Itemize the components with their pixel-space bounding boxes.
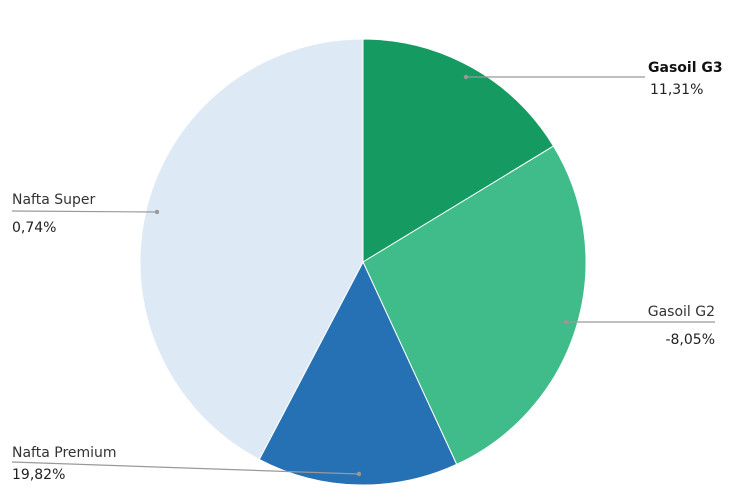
slice-name: Gasoil G2 bbox=[648, 304, 715, 320]
leader-dot bbox=[154, 209, 160, 215]
slice-name: Nafta Super bbox=[12, 192, 96, 208]
pie-slice bbox=[139, 38, 364, 461]
leader-line bbox=[11, 210, 158, 213]
leader-dot bbox=[463, 74, 469, 80]
slice-note: 0,74% bbox=[12, 220, 56, 236]
pie-slice bbox=[362, 38, 555, 263]
slice-note: 11,31% bbox=[650, 82, 703, 98]
slice-name: Nafta Premium bbox=[12, 445, 117, 461]
leader-dot bbox=[356, 471, 362, 477]
slice-note: 19,82% bbox=[12, 467, 65, 483]
slice-name: Gasoil G3 bbox=[648, 60, 723, 76]
pie-slice bbox=[258, 260, 458, 486]
slice-note: -8,05% bbox=[665, 332, 715, 348]
pie-slice bbox=[362, 145, 587, 466]
leader-line bbox=[11, 461, 360, 475]
leader-dot bbox=[563, 319, 569, 325]
